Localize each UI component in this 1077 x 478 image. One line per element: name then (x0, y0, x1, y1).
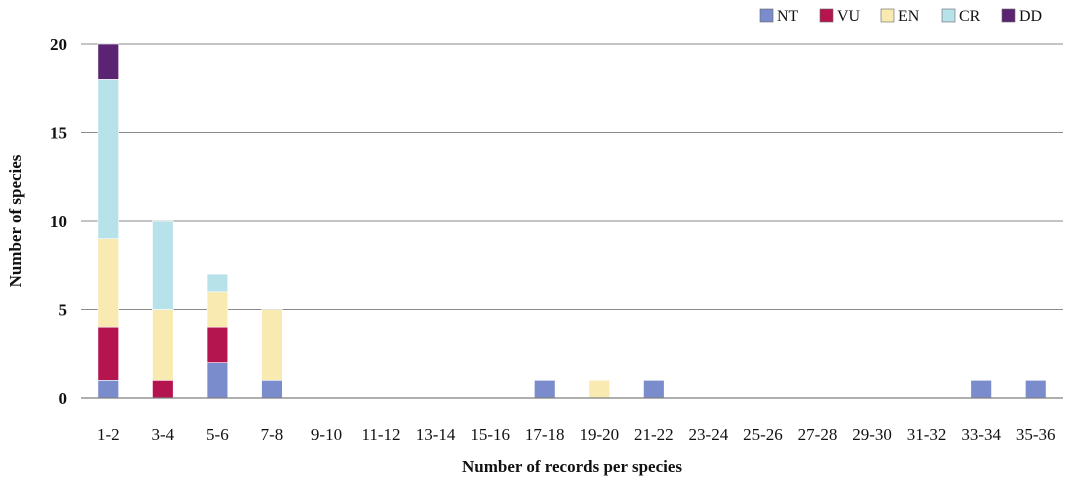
x-tick-label: 31-32 (907, 425, 947, 444)
legend: NT VU EN CR DD (759, 8, 1042, 25)
bar-segment-en (261, 309, 283, 381)
bar-segment-nt (97, 379, 119, 399)
y-tick-label: 20 (50, 35, 67, 54)
y-tick-label: 10 (50, 212, 67, 231)
x-tick-label: 9-10 (311, 425, 342, 444)
bar-segment-vu (206, 326, 229, 363)
legend-label-dd: DD (1019, 8, 1042, 25)
x-tick-label: 13-14 (416, 425, 456, 444)
bar-segment-nt (261, 379, 283, 399)
y-axis-ticks: 0 5 10 15 20 (50, 35, 67, 408)
bar-segment-dd (97, 43, 119, 80)
bar-segment-nt (206, 362, 229, 399)
bar-segment-nt (970, 379, 992, 399)
x-axis-title: Number of records per species (462, 457, 682, 476)
legend-swatch-cr (941, 8, 956, 23)
x-axis-ticks: 1-2 3-4 5-6 7-8 9-10 11-12 13-14 15-16 17-18 19-2… (97, 425, 1056, 444)
gridlines (81, 43, 1063, 310)
x-tick-label: 15-16 (470, 425, 510, 444)
bar-segment-nt (534, 379, 556, 399)
bar-segment-vu (152, 379, 174, 399)
legend-label-cr: CR (959, 8, 981, 25)
bar-segment-nt (643, 379, 665, 399)
x-tick-label: 29-30 (852, 425, 892, 444)
legend-label-en: EN (898, 8, 920, 25)
bar-segment-cr (206, 273, 229, 293)
x-tick-label: 23-24 (689, 425, 729, 444)
legend-label-vu: VU (837, 8, 861, 25)
legend-swatch-vu (819, 8, 834, 23)
y-tick-label: 0 (59, 389, 68, 408)
bar-segment-en (588, 379, 610, 399)
x-tick-label: 1-2 (97, 425, 120, 444)
bar-segment-en (206, 291, 229, 328)
x-tick-label: 5-6 (206, 425, 229, 444)
legend-swatch-en (880, 8, 895, 23)
bar-segment-cr (152, 220, 174, 310)
y-axis-title: Number of species (6, 154, 25, 287)
x-tick-label: 27-28 (798, 425, 838, 444)
x-tick-label: 3-4 (151, 425, 174, 444)
legend-swatch-nt (759, 8, 774, 23)
bars (97, 43, 1047, 399)
x-tick-label: 19-20 (579, 425, 619, 444)
x-tick-label: 17-18 (525, 425, 565, 444)
x-tick-label: 7-8 (261, 425, 284, 444)
x-tick-label: 35-36 (1016, 425, 1056, 444)
bar-segment-nt (1025, 379, 1047, 399)
x-tick-label: 21-22 (634, 425, 674, 444)
legend-label-nt: NT (777, 8, 799, 25)
y-tick-label: 15 (50, 124, 67, 143)
bar-segment-en (152, 309, 174, 381)
x-tick-label: 25-26 (743, 425, 783, 444)
x-tick-label: 33-34 (961, 425, 1001, 444)
legend-swatch-dd (1001, 8, 1016, 23)
bar-segment-vu (97, 326, 119, 381)
bar-segment-en (97, 238, 119, 328)
x-tick-label: 11-12 (362, 425, 401, 444)
bar-segment-cr (97, 79, 119, 240)
y-tick-label: 5 (59, 301, 68, 320)
